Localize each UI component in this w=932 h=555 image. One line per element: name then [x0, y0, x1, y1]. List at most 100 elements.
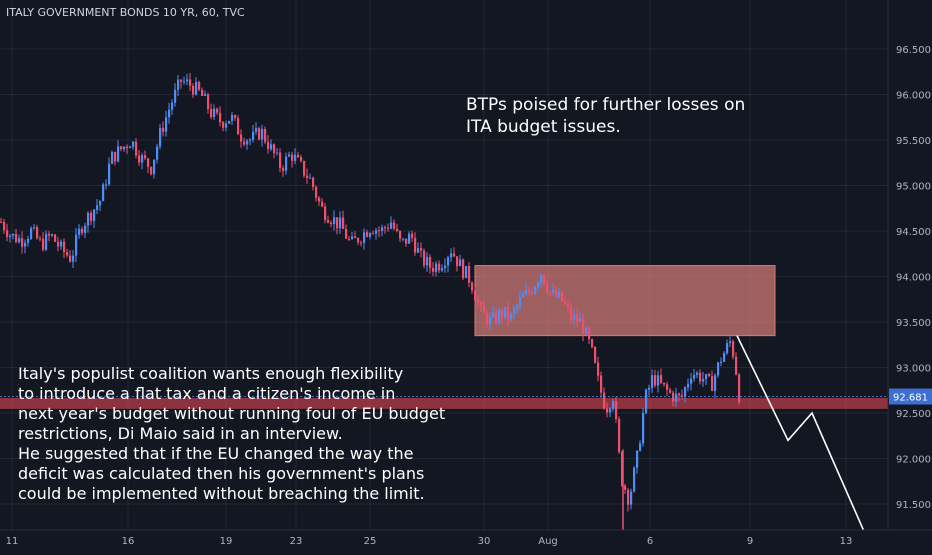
candle-body	[210, 109, 213, 118]
candle-body	[312, 177, 315, 188]
candle-body	[57, 241, 60, 247]
candle-body	[93, 209, 96, 221]
candle-body	[291, 154, 294, 161]
candle-body	[570, 307, 573, 320]
candle-body	[114, 151, 117, 162]
candle-body	[675, 393, 678, 402]
candle-body	[240, 134, 243, 142]
candle-body	[519, 296, 522, 306]
candle-body	[78, 228, 81, 235]
body-line: next year's budget without running foul …	[18, 404, 445, 423]
candle-body	[141, 155, 144, 163]
candle-body	[636, 450, 639, 468]
candle-body	[375, 230, 378, 234]
candle-body	[510, 313, 513, 320]
candle-body	[588, 327, 591, 340]
candle-body	[621, 451, 624, 486]
candle-body	[27, 238, 30, 243]
candle-body	[21, 238, 24, 247]
candle-body	[696, 372, 699, 375]
candle-body	[129, 146, 132, 149]
candle-body	[453, 253, 456, 257]
candle-body	[72, 255, 75, 262]
last-price-tag: 92.681	[0, 388, 932, 405]
candle-body	[465, 266, 468, 279]
candle-body	[105, 184, 108, 186]
candle-body	[54, 234, 57, 242]
candle-body	[264, 129, 267, 142]
candle-body	[705, 374, 708, 379]
y-tick-label: 96.000	[896, 91, 931, 102]
candle-body	[297, 154, 300, 158]
candle-body	[273, 144, 276, 154]
candle-body	[339, 217, 342, 229]
candle-body	[471, 282, 474, 291]
candle-body	[186, 79, 189, 82]
candle-body	[138, 155, 141, 163]
candle-body	[90, 213, 93, 221]
candle-body	[318, 197, 321, 202]
candle-body	[81, 228, 84, 233]
grid	[0, 0, 888, 550]
y-tick-label: 94.500	[896, 227, 931, 238]
candle-body	[513, 308, 516, 314]
candle-body	[678, 393, 681, 396]
candle-body	[345, 228, 348, 239]
candle-body	[501, 309, 504, 318]
x-tick-label: 30	[478, 536, 491, 547]
candle-body	[333, 217, 336, 225]
projection-line	[736, 335, 876, 555]
candle-body	[729, 341, 732, 344]
candle-body	[405, 238, 408, 244]
candle-body	[384, 227, 387, 229]
candle-body	[555, 290, 558, 297]
candle-body	[666, 384, 669, 390]
body-line: He suggested that if the EU changed the …	[18, 444, 413, 463]
candle-body	[552, 290, 555, 293]
candle-body	[294, 154, 297, 161]
x-axis-strip	[0, 530, 932, 550]
candle-body	[363, 232, 366, 243]
support-bands	[0, 397, 888, 409]
y-tick-label: 96.500	[896, 45, 931, 56]
candle-body	[63, 241, 66, 252]
candle-body	[735, 356, 738, 375]
candle-body	[228, 120, 231, 124]
candle-body	[201, 89, 204, 96]
x-tick-label: 9	[747, 536, 753, 547]
candle-body	[546, 284, 549, 293]
x-tick-label: 25	[364, 536, 377, 547]
candle-body	[462, 259, 465, 279]
body-line: to introduce a flat tax and a citizen's …	[18, 384, 395, 403]
candle-body	[84, 225, 87, 233]
body-line: could be implemented without breaching t…	[18, 484, 425, 503]
candle-body	[66, 251, 69, 256]
candle-body	[39, 238, 42, 240]
resistance-zone	[474, 265, 776, 337]
candle-body	[573, 314, 576, 320]
candle-body	[717, 362, 720, 376]
candle-body	[726, 343, 729, 354]
candle-body	[354, 236, 357, 239]
y-tick-label: 95.000	[896, 182, 931, 193]
candle-body	[30, 228, 33, 239]
candle-body	[234, 115, 237, 118]
candle-body	[618, 418, 621, 452]
candle-body	[534, 287, 537, 295]
candle-body	[603, 392, 606, 409]
candle-body	[372, 233, 375, 235]
candle-body	[684, 387, 687, 397]
candle-body	[447, 257, 450, 266]
candle-body	[219, 112, 222, 123]
candle-body	[468, 266, 471, 283]
candle-body	[480, 302, 483, 306]
candle-body	[249, 139, 252, 141]
candle-body	[456, 256, 459, 267]
candle-body	[699, 372, 702, 382]
candle-body	[537, 282, 540, 288]
candle-body	[543, 274, 546, 285]
candle-body	[438, 263, 441, 271]
candle-body	[408, 233, 411, 244]
